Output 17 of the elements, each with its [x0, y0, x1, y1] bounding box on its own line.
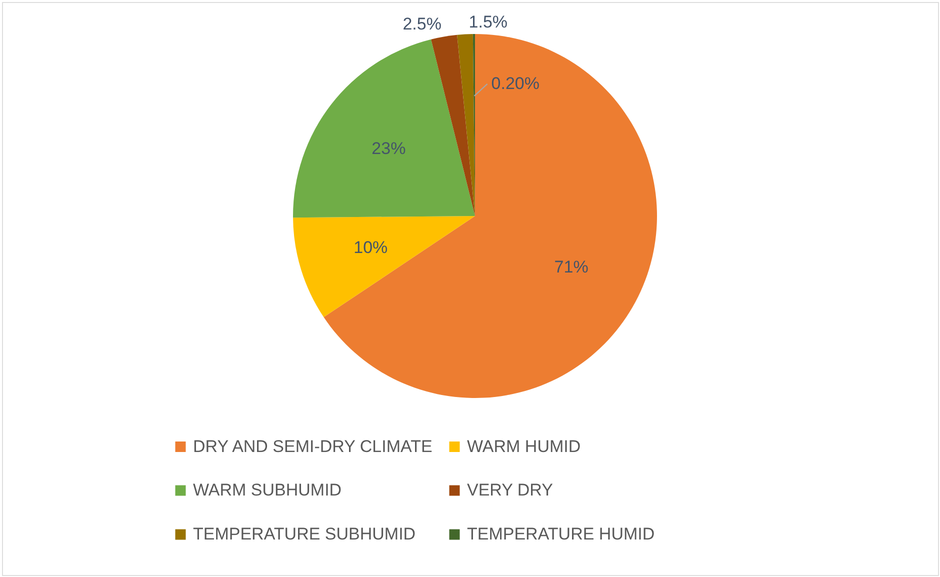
pie-slice — [457, 34, 475, 216]
data-label: 0.20% — [491, 74, 540, 93]
data-label: 2.5% — [402, 14, 442, 34]
pie-slice — [324, 34, 657, 398]
pie-slice — [431, 34, 475, 216]
legend-label: TEMPERATURE SUBHUMID — [193, 524, 416, 544]
pie-slice — [293, 39, 475, 218]
pie-slice — [293, 216, 475, 318]
legend-label: TEMPERATURE HUMID — [467, 524, 655, 544]
legend-label: WARM HUMID — [467, 436, 581, 456]
legend-label: WARM SUBHUMID — [193, 480, 342, 500]
legend-label: DRY AND SEMI-DRY CLIMATE — [193, 436, 432, 456]
data-label: 1.5% — [468, 12, 508, 32]
data-label: 23% — [372, 139, 406, 158]
legend-label: VERY DRY — [467, 480, 553, 500]
data-label: 10% — [354, 238, 388, 258]
data-label: 71% — [554, 257, 588, 276]
